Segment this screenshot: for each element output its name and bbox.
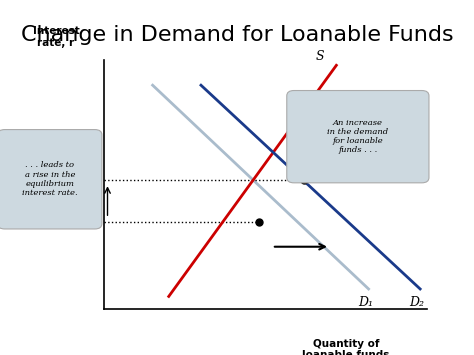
Text: Interest
rate, r: Interest rate, r	[33, 26, 79, 48]
Text: . . . leads to
a rise in the
equilibrium
interest rate.: . . . leads to a rise in the equilibrium…	[22, 162, 78, 197]
Text: Quantity of
loanable funds: Quantity of loanable funds	[302, 339, 390, 355]
Text: D₂: D₂	[410, 296, 424, 310]
Text: Change in Demand for Loanable Funds: Change in Demand for Loanable Funds	[21, 25, 453, 45]
Text: D₁: D₁	[358, 296, 373, 310]
Text: r₁: r₁	[86, 217, 96, 227]
Text: An increase
in the demand
for loanable
funds . . .: An increase in the demand for loanable f…	[328, 119, 388, 154]
Text: S: S	[316, 50, 325, 63]
Text: r₂: r₂	[86, 175, 96, 185]
